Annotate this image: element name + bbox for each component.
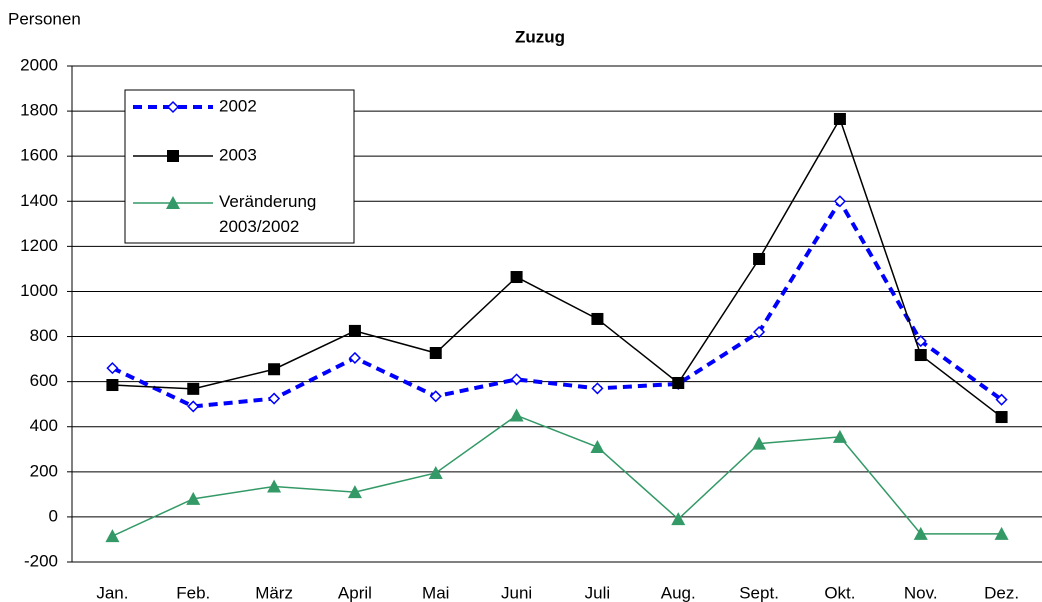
marker xyxy=(348,324,361,337)
marker xyxy=(913,526,928,540)
x-tick-label: Mai xyxy=(422,583,449,602)
y-tick-label: 400 xyxy=(30,416,58,435)
x-tick-label: Nov. xyxy=(904,583,938,602)
y-tick-label: 2000 xyxy=(20,55,58,74)
marker xyxy=(510,271,523,284)
y-tick-label: 1400 xyxy=(20,191,58,210)
y-tick-label: 1000 xyxy=(20,281,58,300)
marker xyxy=(347,485,362,499)
x-tick-label: Okt. xyxy=(824,583,855,602)
marker xyxy=(753,325,766,339)
y-tick-label: 200 xyxy=(30,461,58,480)
marker xyxy=(753,252,766,265)
series-line xyxy=(111,197,1003,409)
marker xyxy=(994,526,1009,540)
y-tick-label: 1800 xyxy=(20,101,58,120)
marker xyxy=(106,362,119,375)
marker xyxy=(590,440,605,454)
marker xyxy=(833,112,846,125)
series-line xyxy=(112,117,1003,418)
marker xyxy=(187,400,200,413)
marker xyxy=(914,349,927,362)
marker xyxy=(186,491,201,505)
marker xyxy=(167,150,179,162)
marker xyxy=(671,512,686,526)
marker xyxy=(591,312,604,325)
marker xyxy=(166,100,180,114)
marker xyxy=(591,382,604,395)
marker xyxy=(267,479,282,493)
marker xyxy=(752,436,767,450)
series-line xyxy=(112,414,1002,537)
marker xyxy=(105,529,120,543)
x-tick-label: Juli xyxy=(585,583,611,602)
x-tick-label: März xyxy=(255,583,293,602)
x-tick-label: Jan. xyxy=(96,583,128,602)
legend-label: Veränderung 2003/2002 xyxy=(219,192,316,236)
x-tick-label: Juni xyxy=(501,583,532,602)
marker xyxy=(914,334,927,348)
marker xyxy=(268,363,281,376)
legend-label: 2003 xyxy=(219,145,257,164)
chart-title: Zuzug xyxy=(515,27,565,46)
y-axis-label: Personen xyxy=(8,9,81,28)
x-tick-label: Sept. xyxy=(739,583,779,602)
y-tick-label: 1600 xyxy=(20,146,58,165)
marker xyxy=(268,392,281,405)
marker xyxy=(510,373,523,386)
y-tick-label: 800 xyxy=(30,326,58,345)
y-tick-label: -200 xyxy=(24,551,58,570)
x-tick-label: Dez. xyxy=(984,583,1019,602)
legend-label: 2002 xyxy=(219,96,257,115)
marker xyxy=(187,382,200,395)
marker xyxy=(995,393,1008,406)
marker xyxy=(833,195,846,208)
marker xyxy=(832,429,847,443)
marker xyxy=(348,351,361,365)
marker xyxy=(995,411,1008,424)
x-tick-label: Feb. xyxy=(176,583,210,602)
marker xyxy=(428,465,443,479)
marker xyxy=(429,390,442,403)
x-tick-label: Aug. xyxy=(661,583,696,602)
marker xyxy=(509,408,524,422)
y-tick-label: 0 xyxy=(49,506,58,525)
marker xyxy=(429,347,442,360)
x-tick-label: April xyxy=(338,583,372,602)
legend-box xyxy=(124,89,355,244)
y-tick-label: 600 xyxy=(30,371,58,390)
marker xyxy=(166,196,180,209)
marker xyxy=(106,379,119,392)
marker xyxy=(672,376,685,389)
y-tick-label: 1200 xyxy=(20,236,58,255)
